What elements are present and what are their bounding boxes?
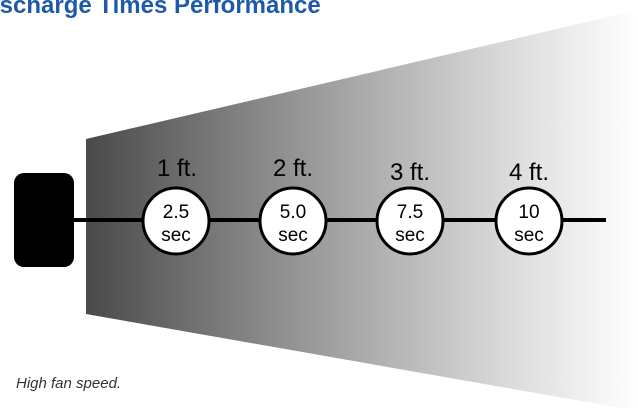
station-time-circle [494,186,564,256]
station-time-circle [141,186,211,256]
station-time-value: 5.0 [280,202,306,223]
station-time-value: 10 [518,202,539,223]
station-2: 2 ft. 5.0 sec [258,155,328,256]
station-time-unit: sec [278,225,308,246]
airflow-beam [86,10,638,411]
station-distance-label: 4 ft. [509,159,549,186]
page-title: ischarge Times Performance [0,0,321,19]
discharge-device [14,173,74,267]
airflow-axis-line [70,218,606,222]
station-time-value: 7.5 [397,202,423,223]
station-time-circle [258,186,328,256]
station-3: 3 ft. 7.5 sec [375,159,445,256]
station-time-unit: sec [395,225,425,246]
station-time-value: 2.5 [163,202,189,223]
station-distance-label: 1 ft. [157,155,197,182]
station-time-unit: sec [514,225,544,246]
station-distance-label: 3 ft. [390,159,430,186]
station-time-unit: sec [161,225,191,246]
station-distance-label: 2 ft. [273,155,313,182]
station-1: 1 ft. 2.5 sec [141,155,211,256]
fan-speed-note: High fan speed. [16,375,122,392]
station-time-circle [375,186,445,256]
station-4: 4 ft. 10 sec [494,159,564,256]
